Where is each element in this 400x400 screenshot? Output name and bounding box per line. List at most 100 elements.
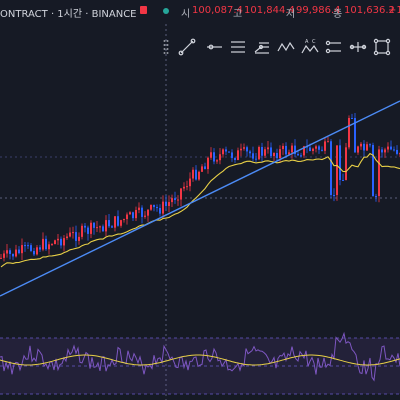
candle-body bbox=[117, 216, 119, 226]
candle-body bbox=[96, 227, 98, 229]
candle-body bbox=[99, 226, 101, 228]
candle-body bbox=[135, 209, 137, 219]
candle-body bbox=[294, 145, 296, 154]
candle-body bbox=[141, 207, 143, 217]
candle-body bbox=[144, 215, 146, 217]
long-position-icon[interactable] bbox=[325, 38, 343, 56]
candle-body bbox=[57, 238, 59, 241]
candle-body bbox=[375, 196, 377, 197]
candle-body bbox=[246, 147, 248, 152]
candle-body bbox=[84, 225, 86, 228]
drag-handle-icon[interactable] bbox=[163, 38, 169, 56]
candle-body bbox=[387, 146, 389, 150]
candle-body bbox=[258, 147, 260, 160]
candle-body bbox=[111, 226, 113, 228]
ohlc-close-value: 101,636.2 bbox=[344, 5, 395, 16]
candle-body bbox=[384, 149, 386, 153]
candle-body bbox=[105, 220, 107, 232]
candle-body bbox=[381, 149, 383, 153]
candle-body bbox=[42, 238, 44, 250]
candle-body bbox=[78, 236, 80, 241]
candle-body bbox=[6, 250, 8, 254]
horizontal-ray-icon[interactable] bbox=[205, 38, 223, 56]
candle-body bbox=[153, 204, 155, 208]
ohlc-low-label: 저 bbox=[286, 9, 296, 20]
candle-body bbox=[210, 152, 212, 158]
abcd-pattern-icon[interactable]: A C bbox=[301, 38, 319, 56]
candle-body bbox=[54, 240, 56, 245]
candle-body bbox=[126, 214, 128, 220]
trend-line bbox=[0, 100, 400, 297]
candle-body bbox=[309, 147, 311, 151]
candle-body bbox=[159, 207, 161, 214]
zigzag-pattern-icon[interactable] bbox=[277, 38, 295, 56]
candle-body bbox=[225, 149, 227, 152]
candle-body bbox=[354, 118, 356, 153]
candle-body bbox=[378, 149, 380, 196]
candle-body bbox=[369, 144, 371, 146]
candle-body bbox=[183, 186, 185, 189]
candle-body bbox=[282, 145, 284, 150]
candle-body bbox=[129, 212, 131, 215]
candle-body bbox=[48, 244, 50, 250]
candle-body bbox=[168, 202, 170, 206]
candle-body bbox=[138, 207, 140, 210]
candle-body bbox=[279, 149, 281, 159]
candle-body bbox=[9, 250, 11, 254]
candle-body bbox=[360, 143, 362, 147]
candle-body bbox=[93, 222, 95, 228]
candle-body bbox=[357, 146, 359, 153]
candle-body bbox=[24, 245, 26, 247]
rectangle-icon[interactable] bbox=[373, 38, 391, 56]
symbol-title[interactable]: ONTRACT · 1시간 · BINANCE bbox=[0, 9, 137, 20]
rsi-signal-line bbox=[0, 354, 400, 366]
candle-body bbox=[207, 157, 209, 170]
candle-body bbox=[132, 212, 134, 219]
candle-body bbox=[69, 232, 71, 237]
price-range-icon[interactable] bbox=[349, 38, 367, 56]
candle-body bbox=[18, 249, 20, 254]
candle-body bbox=[297, 153, 299, 156]
candle-body bbox=[366, 144, 368, 151]
candle-body bbox=[90, 222, 92, 234]
candle-body bbox=[63, 238, 65, 246]
candle-body bbox=[66, 236, 68, 239]
ohlc-open-value: 100,087.4 bbox=[192, 5, 243, 16]
candle-body bbox=[264, 149, 266, 156]
candle-body bbox=[243, 147, 245, 149]
candle-body bbox=[321, 149, 323, 151]
parallel-channel-icon[interactable] bbox=[229, 38, 247, 56]
candle-body bbox=[30, 245, 32, 251]
candle-body bbox=[147, 209, 149, 216]
svg-text:C: C bbox=[312, 39, 316, 45]
candle-body bbox=[267, 147, 269, 150]
candle-body bbox=[339, 145, 341, 180]
candle-body bbox=[102, 226, 104, 232]
candle-body bbox=[33, 250, 35, 255]
ohlc-change-value: +1, bbox=[388, 5, 400, 16]
candle-body bbox=[315, 146, 317, 149]
candle-body bbox=[201, 166, 203, 172]
candle-body bbox=[219, 154, 221, 161]
candle-body bbox=[273, 152, 275, 157]
pitchfork-icon[interactable] bbox=[253, 38, 271, 56]
candle-body bbox=[108, 220, 110, 227]
candle-body bbox=[21, 245, 23, 254]
candle-body bbox=[240, 148, 242, 151]
candle-body bbox=[276, 152, 278, 159]
candle-body bbox=[342, 180, 344, 181]
candle-body bbox=[15, 249, 17, 257]
flag-icon[interactable] bbox=[140, 6, 147, 14]
candle-body bbox=[327, 141, 329, 143]
candle-body bbox=[186, 186, 188, 188]
svg-text:A: A bbox=[305, 39, 309, 45]
candle-body bbox=[330, 141, 332, 195]
moving-average-line bbox=[0, 152, 400, 268]
candle-body bbox=[165, 201, 167, 206]
trend-line-icon[interactable] bbox=[178, 38, 196, 56]
candle-body bbox=[324, 141, 326, 151]
candle-body bbox=[252, 153, 254, 159]
candle-body bbox=[177, 199, 179, 201]
